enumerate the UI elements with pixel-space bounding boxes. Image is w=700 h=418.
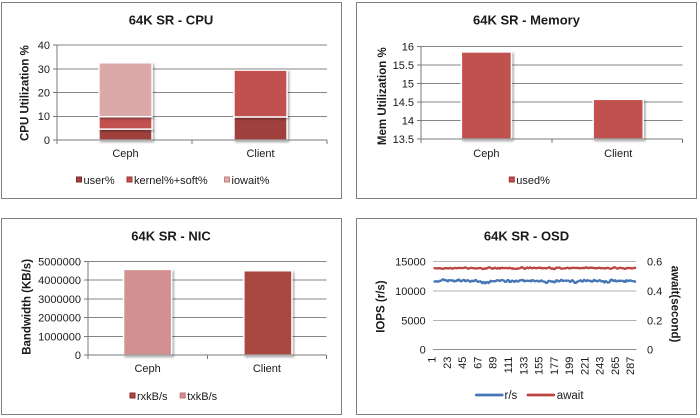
svg-text:0: 0	[647, 345, 653, 357]
svg-text:r/s: r/s	[505, 390, 518, 402]
svg-text:user%: user%	[84, 175, 115, 187]
svg-text:rxkB/s: rxkB/s	[137, 391, 168, 403]
svg-text:111: 111	[503, 357, 515, 374]
svg-text:await: await	[557, 390, 585, 402]
svg-text:iowait%: iowait%	[232, 175, 270, 187]
svg-text:15000: 15000	[395, 257, 426, 269]
svg-text:64K SR - OSD: 64K SR - OSD	[484, 229, 569, 244]
svg-text:10000: 10000	[395, 286, 426, 298]
svg-text:15: 15	[402, 78, 414, 90]
svg-text:kernel%+soft%: kernel%+soft%	[134, 175, 208, 187]
svg-text:10: 10	[38, 111, 50, 123]
svg-text:20: 20	[38, 88, 50, 100]
svg-text:287: 287	[625, 357, 637, 375]
svg-text:Mem Utilization %: Mem Utilization %	[377, 47, 389, 145]
svg-text:64K SR - NIC: 64K SR - NIC	[131, 229, 211, 244]
svg-text:30: 30	[38, 64, 50, 76]
svg-text:199: 199	[564, 357, 576, 375]
svg-text:CPU Utilization %: CPU Utilization %	[20, 45, 32, 141]
svg-text:64K SR - Memory: 64K SR - Memory	[473, 13, 581, 28]
svg-text:5000000: 5000000	[38, 256, 81, 268]
svg-text:Client: Client	[253, 363, 281, 375]
svg-text:14: 14	[402, 116, 414, 128]
svg-text:Bandwidth (KB/s): Bandwidth (KB/s)	[22, 259, 34, 355]
svg-text:IOPS (r/s): IOPS (r/s)	[376, 280, 388, 333]
svg-text:1000000: 1000000	[38, 331, 81, 343]
svg-text:23: 23	[442, 357, 454, 369]
svg-text:0: 0	[420, 345, 426, 357]
svg-text:Ceph: Ceph	[134, 363, 160, 375]
svg-text:67: 67	[472, 357, 484, 369]
svg-text:0.4: 0.4	[647, 286, 662, 298]
svg-text:1: 1	[427, 357, 439, 363]
svg-text:89: 89	[488, 357, 500, 369]
svg-text:133: 133	[518, 357, 530, 375]
svg-text:45: 45	[457, 357, 469, 369]
svg-text:15.5: 15.5	[393, 60, 414, 72]
svg-text:await(second): await(second)	[669, 266, 681, 343]
svg-text:5000: 5000	[401, 315, 425, 327]
svg-text:155: 155	[534, 357, 546, 375]
svg-text:14.5: 14.5	[393, 97, 414, 109]
svg-text:16: 16	[402, 41, 414, 53]
svg-text:Client: Client	[604, 148, 632, 160]
svg-text:40: 40	[38, 40, 50, 52]
svg-text:177: 177	[549, 357, 561, 375]
svg-text:243: 243	[595, 357, 607, 375]
svg-text:0.6: 0.6	[647, 257, 662, 269]
svg-text:Ceph: Ceph	[473, 148, 499, 160]
svg-text:used%: used%	[516, 175, 550, 187]
svg-text:64K SR - CPU: 64K SR - CPU	[129, 13, 214, 28]
svg-text:221: 221	[579, 357, 591, 375]
svg-text:txkB/s: txkB/s	[187, 391, 217, 403]
svg-text:Client: Client	[246, 148, 274, 160]
svg-text:2000000: 2000000	[38, 313, 81, 325]
svg-text:3000000: 3000000	[38, 294, 81, 306]
svg-text:4000000: 4000000	[38, 275, 81, 287]
svg-text:0.2: 0.2	[647, 315, 662, 327]
svg-text:13.5: 13.5	[393, 134, 414, 146]
svg-text:0: 0	[44, 135, 50, 147]
svg-text:Ceph: Ceph	[112, 148, 138, 160]
svg-text:265: 265	[610, 357, 622, 375]
svg-text:0: 0	[75, 350, 81, 362]
